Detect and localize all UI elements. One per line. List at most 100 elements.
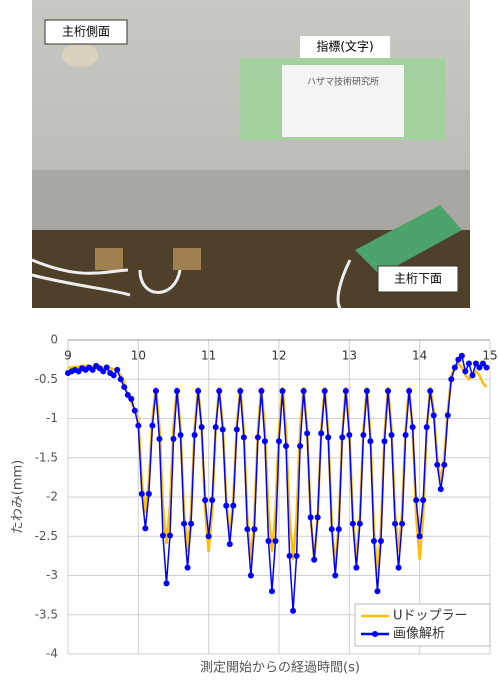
data-point — [307, 514, 314, 521]
data-point — [441, 461, 448, 468]
data-point — [145, 490, 152, 497]
data-point — [465, 360, 472, 367]
data-point — [205, 533, 212, 540]
data-point — [346, 431, 353, 438]
data-point — [293, 552, 300, 559]
data-point — [462, 368, 469, 375]
data-point — [219, 426, 226, 433]
data-point — [328, 526, 335, 533]
data-point — [216, 388, 223, 395]
data-point — [314, 514, 321, 521]
data-point — [427, 388, 434, 395]
sign-text: ハザマ技術研究所 — [307, 76, 379, 88]
data-point — [268, 588, 275, 595]
data-point — [399, 520, 406, 527]
legend-label: 画像解析 — [393, 627, 445, 642]
data-point — [339, 434, 346, 441]
x-axis-label: 測定開始からの経過時間(s) — [200, 661, 360, 676]
spot — [62, 43, 98, 67]
y-tick-label: -4 — [46, 647, 58, 661]
data-point — [304, 430, 311, 437]
label-box — [44, 19, 128, 45]
data-point — [377, 537, 384, 544]
data-point — [483, 364, 490, 371]
data-point — [356, 520, 363, 527]
data-point — [395, 564, 402, 571]
beam-bottom — [32, 170, 470, 230]
data-point — [110, 372, 117, 379]
data-point — [124, 391, 131, 398]
photo-label: 主桁下面 — [394, 272, 442, 286]
y-tick-label: -3 — [46, 568, 58, 582]
data-point — [202, 497, 209, 504]
chart: 0 -0.5 -1 -1.5 -2 -2.5 -3 -3.5 -4 9 10 11 12 13 14 15 Uド… — [35, 333, 498, 661]
data-point — [184, 564, 191, 571]
data-point — [254, 434, 261, 441]
data-point — [458, 352, 465, 359]
data-point — [283, 442, 290, 449]
data-point — [226, 541, 233, 548]
x-tick-label: 11 — [201, 349, 216, 363]
data-point — [276, 438, 282, 445]
data-point — [240, 434, 247, 441]
data-point — [258, 388, 265, 395]
green-tape — [355, 205, 462, 275]
data-point — [469, 372, 476, 379]
y-tick-label: -1 — [46, 411, 58, 425]
data-point — [142, 525, 149, 532]
x-tick-label: 14 — [412, 349, 427, 363]
data-point — [117, 376, 124, 383]
data-point — [128, 395, 135, 402]
y-tick-label: -3.5 — [35, 607, 58, 621]
data-point — [195, 388, 202, 395]
data-point — [297, 442, 304, 449]
data-point — [381, 438, 388, 445]
data-point — [209, 497, 216, 504]
data-point — [138, 490, 145, 497]
data-point — [420, 497, 427, 504]
data-point — [290, 607, 297, 614]
data-point — [318, 430, 325, 437]
data-point — [100, 368, 107, 375]
data-point — [402, 431, 409, 438]
label-box — [377, 265, 459, 293]
data-point — [349, 520, 356, 527]
data-point — [265, 537, 272, 544]
photo-label: 指標(文字) — [316, 39, 373, 54]
data-point — [159, 532, 166, 539]
sensor — [173, 248, 201, 270]
y-tick-label: -2 — [46, 490, 58, 504]
y-tick-label: -1.5 — [35, 450, 58, 464]
data-point — [325, 434, 332, 441]
data-point — [335, 526, 342, 533]
data-point — [89, 366, 96, 373]
data-point — [416, 533, 423, 540]
data-point — [437, 486, 444, 493]
data-point — [363, 388, 370, 395]
data-point — [244, 526, 251, 533]
data-point — [103, 364, 110, 371]
data-point — [367, 438, 374, 445]
data-point — [131, 407, 138, 414]
data-point — [279, 388, 286, 395]
data-point — [237, 388, 244, 395]
series-line — [68, 361, 488, 576]
data-point — [476, 364, 483, 371]
data-point — [149, 422, 156, 429]
data-point — [370, 537, 377, 544]
data-point — [261, 438, 268, 445]
data-point — [455, 356, 462, 363]
data-point — [479, 360, 486, 367]
data-point — [353, 564, 360, 571]
data-point — [342, 388, 349, 395]
data-point — [434, 461, 441, 468]
photo-label: 主桁側面 — [62, 25, 110, 39]
data-point — [423, 424, 430, 431]
photo: ハザマ技術研究所 主桁側面 指標(文字) 主桁下面 — [31, 0, 470, 309]
label-box — [300, 36, 390, 58]
data-point — [163, 580, 170, 587]
data-point — [198, 424, 205, 431]
data-point — [388, 431, 395, 438]
